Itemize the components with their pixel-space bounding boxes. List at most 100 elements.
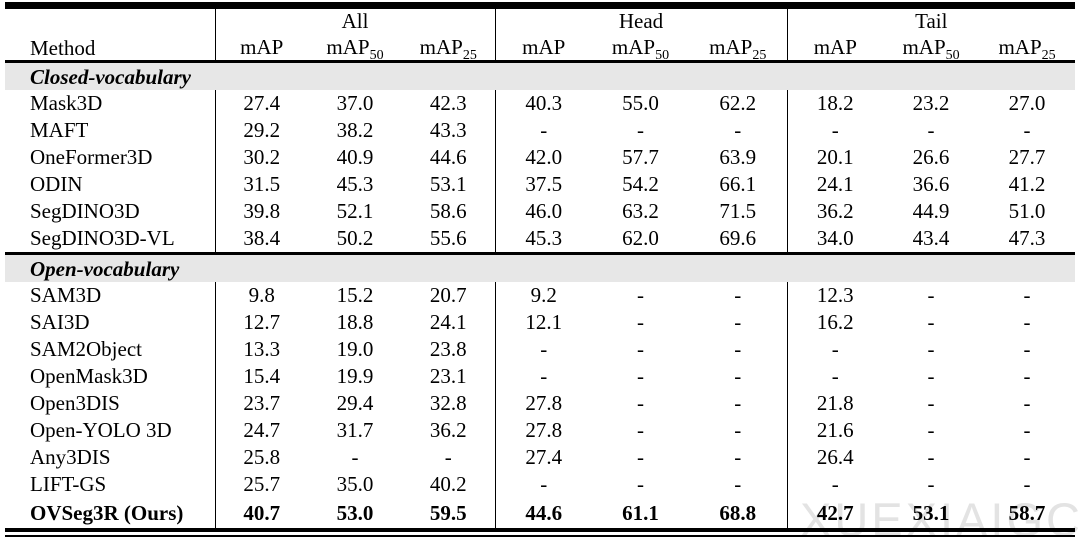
method-cell: Mask3D	[30, 91, 103, 115]
value-cell: -	[734, 391, 742, 415]
value-cell: 45.3	[336, 172, 374, 196]
value-cell: -	[1023, 118, 1031, 142]
value-cell: -	[927, 283, 935, 307]
value-cell: 12.1	[494, 309, 592, 336]
table-row-sam2object: SAM2Object 13.3 19.0 23.8 - - - - - -	[5, 336, 1075, 363]
value-cell: 66.1	[719, 172, 757, 196]
value-cell: -	[494, 336, 592, 363]
value-cell: 39.8	[214, 198, 308, 225]
value-cell: 19.9	[336, 364, 374, 388]
value-cell: 57.7	[622, 145, 659, 169]
value-cell: 37.0	[336, 91, 374, 115]
value-cell: 58.6	[429, 199, 467, 223]
value-cell: 24.1	[429, 310, 467, 334]
value-cell: -	[637, 310, 644, 334]
value-cell: -	[734, 445, 742, 469]
value-cell: 20.7	[429, 283, 467, 307]
metric-header-tail-map50: mAP50	[883, 33, 980, 63]
value-cell: 15.4	[214, 363, 308, 390]
table-row-lift-gs: LIFT-GS 25.7 35.0 40.2 - - - - - -	[5, 471, 1075, 498]
value-cell: 23.7	[214, 390, 308, 417]
section-label: Closed-vocabulary	[5, 60, 1076, 90]
value-cell: 53.1	[429, 172, 467, 196]
value-cell: 27.8	[494, 390, 592, 417]
method-cell: SAI3D	[30, 310, 90, 334]
value-cell: -	[927, 118, 935, 142]
value-cell: 25.8	[214, 444, 308, 471]
value-cell: -	[637, 337, 644, 361]
value-cell: 21.8	[786, 390, 884, 417]
table-bottom-rule	[5, 535, 1075, 537]
value-cell: 63.9	[719, 145, 757, 169]
value-cell: 41.2	[1008, 172, 1046, 196]
value-cell: -	[1023, 391, 1031, 415]
value-cell: 53.0	[336, 501, 374, 525]
method-cell: SAM2Object	[30, 337, 142, 361]
table-row-sai3d: SAI3D 12.7 18.8 24.1 12.1 - - 16.2 - -	[5, 309, 1075, 336]
metric-header-tail-map: mAP	[786, 33, 884, 63]
value-cell: 36.2	[429, 418, 467, 442]
value-cell: -	[1023, 445, 1031, 469]
value-cell: -	[637, 418, 644, 442]
value-cell: -	[351, 445, 359, 469]
value-cell: -	[734, 364, 742, 388]
table-row-open3dis: Open3DIS 23.7 29.4 32.8 27.8 - - 21.8 - -	[5, 390, 1075, 417]
table-row-sam3d: SAM3D 9.8 15.2 20.7 9.2 - - 12.3 - -	[5, 282, 1075, 309]
value-cell: 27.4	[494, 444, 592, 471]
value-cell: -	[1023, 310, 1031, 334]
table-row-mask3d: Mask3D 27.4 37.0 42.3 40.3 55.0 62.2 18.2 23.2 27…	[5, 90, 1075, 117]
value-cell: -	[1023, 364, 1031, 388]
value-cell: -	[734, 118, 742, 142]
value-cell: 40.9	[336, 145, 374, 169]
value-cell: 54.2	[622, 172, 659, 196]
value-cell: 40.7	[214, 498, 308, 530]
section-row-closed-vocabulary: Closed-vocabulary	[5, 60, 1076, 90]
table-row-open-yolo-3d: Open-YOLO 3D 24.7 31.7 36.2 27.8 - - 21.6 - -	[5, 417, 1075, 444]
value-cell: -	[734, 472, 742, 496]
value-cell: 31.7	[336, 418, 374, 442]
value-cell: 61.1	[622, 501, 659, 525]
value-cell: -	[734, 283, 742, 307]
table-row-openmask3d: OpenMask3D 15.4 19.9 23.1 - - - - - -	[5, 363, 1075, 390]
value-cell: 44.6	[429, 145, 467, 169]
value-cell: 12.7	[214, 309, 308, 336]
group-header-head: Head	[494, 9, 788, 33]
value-cell: 47.3	[1008, 226, 1046, 250]
value-cell: -	[734, 310, 742, 334]
value-cell: -	[494, 117, 592, 144]
value-cell: 53.1	[912, 501, 950, 525]
metric-header-row: mAP mAP50 mAP25 mAP mAP50 mAP25 mAP mAP50 mAP25	[5, 33, 1076, 63]
value-cell: 71.5	[719, 199, 757, 223]
value-cell: -	[637, 391, 644, 415]
value-cell: 29.2	[214, 117, 308, 144]
value-cell: 50.2	[336, 226, 374, 250]
value-cell: 62.2	[719, 91, 757, 115]
value-cell: 34.0	[786, 225, 884, 254]
value-cell: 42.0	[494, 144, 592, 171]
value-cell: 36.6	[912, 172, 950, 196]
value-cell: -	[444, 445, 452, 469]
value-cell: 40.3	[494, 90, 592, 117]
value-cell: -	[1023, 418, 1031, 442]
table-top-rule	[5, 2, 1075, 9]
value-cell: 16.2	[786, 309, 884, 336]
value-cell: 20.1	[786, 144, 884, 171]
value-cell: 42.7	[786, 498, 884, 530]
value-cell: 19.0	[336, 337, 374, 361]
metric-header-all-map50: mAP50	[308, 33, 402, 63]
value-cell: -	[786, 117, 884, 144]
value-cell: -	[927, 472, 935, 496]
value-cell: 18.2	[786, 90, 884, 117]
value-cell: 26.4	[786, 444, 884, 471]
value-cell: -	[637, 118, 644, 142]
value-cell: -	[786, 471, 884, 498]
table-row-segdino3d: SegDINO3D 39.8 52.1 58.6 46.0 63.2 71.5 36.2 44.…	[5, 198, 1075, 225]
value-cell: 45.3	[494, 225, 592, 254]
method-cell: SegDINO3D-VL	[30, 226, 175, 250]
value-cell: -	[927, 337, 935, 361]
results-table: Method All Head Tail mAP mAP50 mAP25 mAP mAP…	[5, 2, 1076, 537]
value-cell: 42.3	[429, 91, 467, 115]
value-cell: -	[734, 418, 742, 442]
value-cell: 38.4	[214, 225, 308, 254]
